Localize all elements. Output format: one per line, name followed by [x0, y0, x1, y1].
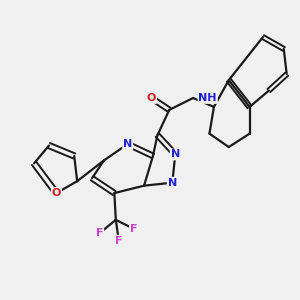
- Text: F: F: [96, 228, 103, 238]
- Text: F: F: [130, 224, 137, 234]
- Text: N: N: [168, 178, 177, 188]
- Text: N: N: [123, 139, 132, 149]
- Text: N: N: [171, 149, 180, 160]
- Text: F: F: [115, 236, 122, 246]
- Text: NH: NH: [198, 93, 217, 103]
- Text: O: O: [52, 188, 61, 198]
- Text: O: O: [147, 93, 156, 103]
